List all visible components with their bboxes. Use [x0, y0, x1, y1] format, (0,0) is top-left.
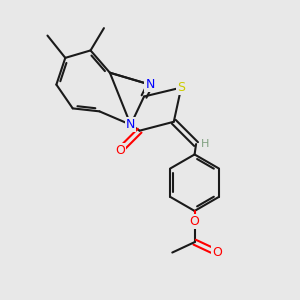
Text: N: N [126, 118, 135, 131]
Text: O: O [212, 246, 222, 259]
Text: H: H [201, 139, 209, 149]
Text: S: S [177, 81, 185, 94]
Text: O: O [190, 215, 200, 228]
Text: N: N [145, 78, 155, 91]
Text: O: O [115, 143, 125, 157]
